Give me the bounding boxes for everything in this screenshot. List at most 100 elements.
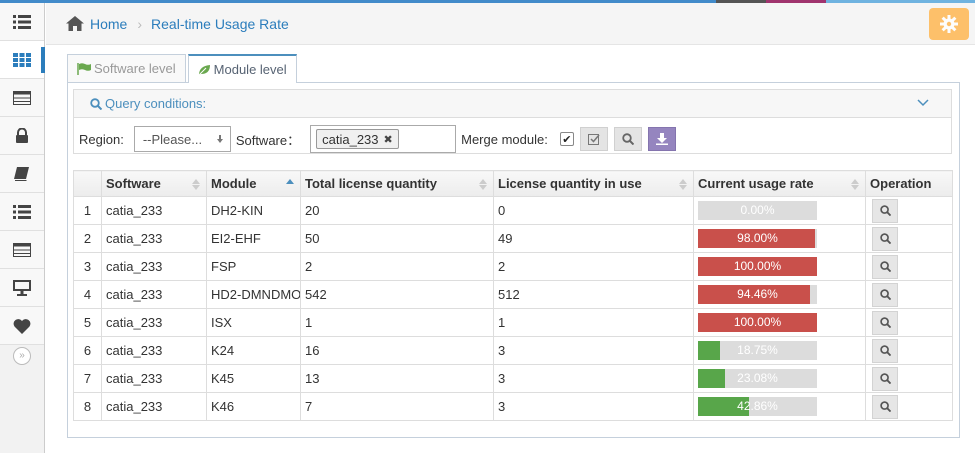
gear-icon xyxy=(940,15,958,33)
sidebar-item-list-2[interactable] xyxy=(0,193,44,231)
region-label: Region: xyxy=(79,131,124,147)
table-row[interactable]: 6 catia_233 K24 16 3 18.75% xyxy=(73,336,954,365)
usage-rate-bar: 0.00% xyxy=(698,201,818,220)
view-details-button[interactable] xyxy=(872,226,899,251)
settings-button[interactable] xyxy=(929,8,969,40)
table-header-row: Software Module Total license quantity L… xyxy=(73,170,954,197)
sidebar-item-favorites[interactable] xyxy=(0,307,44,345)
cell-license-in-use: 2 xyxy=(492,252,695,281)
sort-icon xyxy=(679,179,688,190)
sidebar-item-lock[interactable] xyxy=(0,117,44,155)
cell-operation xyxy=(865,392,954,421)
table-icon xyxy=(13,242,31,257)
search-icon xyxy=(879,373,891,384)
usage-rate-label: 18.75% xyxy=(737,343,778,357)
search-icon xyxy=(90,97,102,110)
cell-module: EI2-EHF xyxy=(206,224,301,253)
cell-software: catia_233 xyxy=(101,364,207,393)
cell-module: ISX xyxy=(206,308,301,337)
table-row[interactable]: 2 catia_233 EI2-EHF 50 49 98.00% xyxy=(73,224,954,253)
search-button[interactable] xyxy=(613,127,642,151)
level-tabs: Software level Module level xyxy=(67,54,299,83)
region-select[interactable]: --Please... xyxy=(133,126,231,152)
row-number: 3 xyxy=(73,252,102,281)
sort-ascending-icon xyxy=(286,179,294,184)
module-name: K46 xyxy=(211,399,235,414)
module-name: DH2-KIN xyxy=(211,203,264,218)
cell-usage-rate: 0.00% xyxy=(693,196,867,225)
view-details-button[interactable] xyxy=(872,394,899,419)
cell-operation xyxy=(865,364,954,393)
cell-usage-rate: 18.75% xyxy=(693,336,867,365)
column-header-software[interactable]: Software xyxy=(101,170,207,197)
remove-tag-icon[interactable]: ✖ xyxy=(383,133,393,146)
module-name: HD2-DMNDMOFITFTAKINK xyxy=(211,287,301,302)
view-details-button[interactable] xyxy=(872,282,899,307)
cell-total-license: 50 xyxy=(300,224,494,253)
cell-license-in-use: 512 xyxy=(492,280,695,309)
sidebar: » xyxy=(0,3,45,453)
search-icon xyxy=(622,133,634,145)
row-number: 7 xyxy=(73,364,102,393)
column-header-license-in-use[interactable]: License quantity in use xyxy=(492,170,695,197)
view-details-button[interactable] xyxy=(872,338,899,363)
view-details-button[interactable] xyxy=(872,198,899,223)
cell-operation xyxy=(865,308,954,337)
sidebar-item-dashboard[interactable] xyxy=(0,41,45,79)
software-tag-input[interactable]: catia_233 ✖ xyxy=(310,125,457,153)
cell-usage-rate: 23.08% xyxy=(693,364,867,393)
sidebar-item-book[interactable] xyxy=(0,155,44,193)
column-header-module[interactable]: Module xyxy=(206,170,301,197)
search-icon xyxy=(879,233,891,244)
table-row[interactable]: 1 catia_233 DH2-KIN 20 0 0.00% xyxy=(73,196,954,225)
region-select-value: --Please... xyxy=(142,131,203,147)
tab-software-level[interactable]: Software level xyxy=(67,54,186,82)
table-row[interactable]: 7 catia_233 K45 13 3 23.08% xyxy=(73,364,954,393)
export-button[interactable] xyxy=(647,127,676,151)
cell-software: catia_233 xyxy=(101,224,207,253)
view-details-button[interactable] xyxy=(872,366,899,391)
cell-total-license: 7 xyxy=(300,392,494,421)
table-row[interactable]: 8 catia_233 K46 7 3 42.86% xyxy=(73,392,954,421)
tab-label: Module level xyxy=(213,62,287,77)
cell-module: K24 xyxy=(206,336,301,365)
list-icon xyxy=(13,204,31,219)
module-name: FSP xyxy=(211,259,237,274)
sidebar-item-table[interactable] xyxy=(0,79,44,117)
cell-license-in-use: 3 xyxy=(492,364,695,393)
cell-total-license: 542 xyxy=(300,280,494,309)
sidebar-collapse-button[interactable]: » xyxy=(0,345,44,367)
merge-module-checkbox[interactable]: ✔ xyxy=(559,132,574,146)
sidebar-item-monitor[interactable] xyxy=(0,269,44,307)
search-icon xyxy=(879,401,891,412)
cell-usage-rate: 100.00% xyxy=(693,252,867,281)
table-row[interactable]: 3 catia_233 FSP 2 2 100.00% xyxy=(73,252,954,281)
breadcrumb-home-link[interactable]: Home xyxy=(90,15,128,32)
cell-operation xyxy=(865,252,954,281)
select-all-button[interactable] xyxy=(579,127,608,151)
tab-module-level[interactable]: Module level xyxy=(187,54,297,83)
cell-license-in-use: 0 xyxy=(492,196,695,225)
table-row[interactable]: 5 catia_233 ISX 1 1 100.00% xyxy=(73,308,954,337)
cell-operation xyxy=(865,280,954,309)
row-number: 8 xyxy=(73,392,102,421)
breadcrumb-current-page: Real-time Usage Rate xyxy=(151,15,289,32)
search-icon xyxy=(879,205,891,216)
usage-rate-bar: 18.75% xyxy=(698,341,818,360)
sidebar-item-list[interactable] xyxy=(0,3,44,41)
view-details-button[interactable] xyxy=(872,310,899,335)
column-header-usage-rate[interactable]: Current usage rate xyxy=(693,170,867,197)
cell-software: catia_233 xyxy=(101,280,207,309)
table-icon xyxy=(13,90,31,105)
chevron-down-icon[interactable] xyxy=(917,97,929,107)
usage-rate-bar: 98.00% xyxy=(698,229,818,248)
column-header-total-license[interactable]: Total license quantity xyxy=(300,170,494,197)
cell-total-license: 20 xyxy=(300,196,494,225)
sidebar-item-table-2[interactable] xyxy=(0,231,44,269)
cell-software: catia_233 xyxy=(101,196,207,225)
query-panel-header[interactable]: Query conditions: xyxy=(74,90,951,118)
view-details-button[interactable] xyxy=(872,254,899,279)
module-name: K24 xyxy=(211,343,235,358)
double-chevron-right-icon: » xyxy=(13,347,31,365)
